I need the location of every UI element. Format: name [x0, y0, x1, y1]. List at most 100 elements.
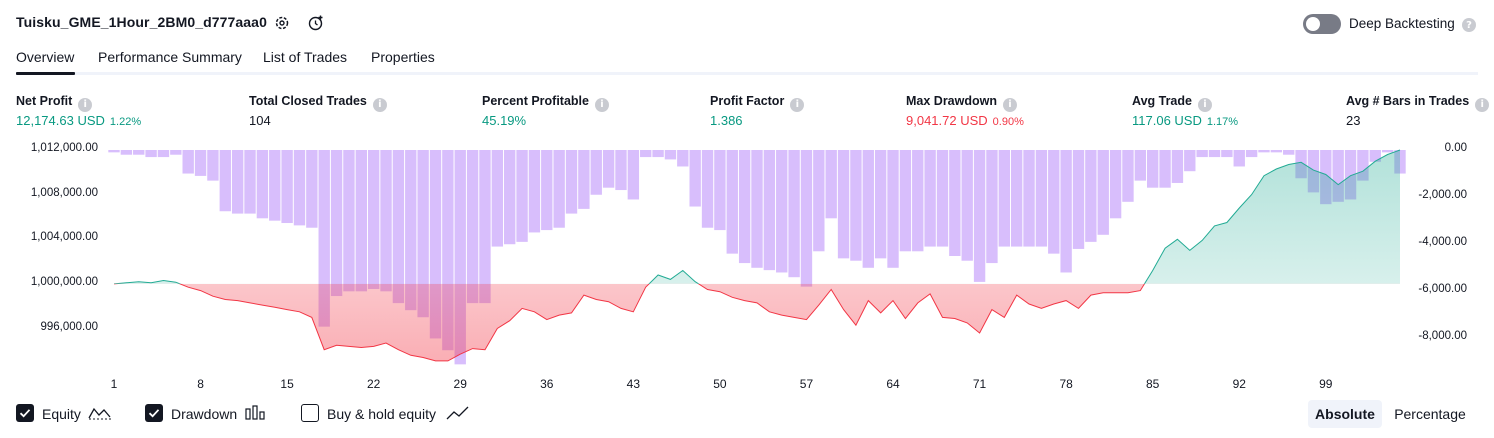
- drawdown-bar: [1221, 150, 1233, 158]
- drawdown-bar: [442, 150, 454, 351]
- drawdown-bar: [466, 150, 479, 304]
- drawdown-bar: [504, 150, 516, 245]
- info-icon[interactable]: i: [1003, 97, 1017, 112]
- info-icon[interactable]: i: [78, 97, 93, 112]
- drawdown-bar: [133, 150, 145, 155]
- drawdown-bar: [738, 150, 751, 264]
- drawdown-bar: [120, 150, 133, 155]
- drawdown-bar: [269, 150, 281, 221]
- settings-gear-icon[interactable]: [272, 13, 292, 33]
- drawdown-bar: [1184, 150, 1196, 172]
- x-axis-label: 15: [280, 377, 294, 391]
- metric-label: Avg # Bars in Trades i: [1346, 94, 1490, 112]
- drawdown-bar: [1109, 150, 1122, 219]
- drawdown-bar: [392, 150, 405, 304]
- drawdown-bar: [936, 150, 949, 247]
- drawdown-bar: [1332, 150, 1344, 202]
- drawdown-bar: [182, 150, 194, 174]
- metric-label: Max Drawdown i: [906, 94, 1017, 112]
- drawdown-bar: [553, 150, 565, 228]
- metric-label: Percent Profitable i: [482, 94, 609, 112]
- x-axis-label: 1: [110, 377, 118, 391]
- deep-backtesting-toggle[interactable]: [1303, 14, 1341, 34]
- left-axis-label: 1,000,000.00: [30, 275, 98, 288]
- drawdown-bar: [751, 150, 763, 268]
- drawdown-bar: [714, 150, 726, 231]
- check-icon: [19, 409, 31, 418]
- drawdown-bar: [219, 150, 231, 212]
- equity-checkbox[interactable]: [16, 404, 34, 422]
- drawdown-bar: [640, 150, 652, 158]
- drawdown-bar: [244, 150, 256, 214]
- drawdown-bar: [887, 150, 899, 268]
- drawdown-bar: [1035, 150, 1048, 247]
- drawdown-bar: [1270, 150, 1283, 153]
- info-icon[interactable]: i: [790, 97, 805, 112]
- metric-label: Total Closed Trades i: [249, 94, 387, 112]
- metric-label: Avg Trade i: [1132, 94, 1212, 112]
- deep-backtesting-label: Deep Backtesting: [1349, 16, 1455, 31]
- drawdown-bar: [788, 150, 800, 278]
- drawdown-bar: [1147, 150, 1159, 188]
- x-axis-label: 78: [1059, 377, 1073, 391]
- drawdown-bar: [1233, 150, 1245, 167]
- metric-value: 9,041.72 USD 0.90%: [906, 113, 1024, 128]
- help-icon[interactable]: ?: [1462, 18, 1476, 32]
- drawdown-bar: [677, 150, 689, 167]
- drawdown-bar: [231, 150, 244, 214]
- drawdown-bar: [924, 150, 936, 247]
- equity-line-loss: [113, 283, 1146, 362]
- drawdown-bar: [429, 150, 442, 339]
- x-axis-label: 29: [453, 377, 467, 391]
- x-axis-label: 43: [626, 377, 641, 391]
- x-axis-label: 50: [713, 377, 727, 391]
- info-icon[interactable]: i: [372, 97, 387, 112]
- drawdown-bar: [899, 150, 912, 252]
- drawdown-label: Drawdown: [171, 406, 238, 422]
- tabs-divider: [16, 72, 1478, 75]
- metric-label: Profit Factor i: [710, 94, 805, 112]
- drawdown-bar: [1357, 150, 1369, 181]
- drawdown-checkbox[interactable]: [145, 404, 163, 422]
- drawdown-bar: [454, 150, 466, 365]
- drawdown-bar: [491, 150, 504, 247]
- tab-overview[interactable]: Overview: [16, 49, 75, 65]
- right-axis-label: -6,000.00: [1418, 283, 1467, 296]
- drawdown-bar: [1245, 150, 1258, 158]
- left-axis-label: 996,000.00: [40, 320, 98, 333]
- x-axis-label: 99: [1319, 377, 1333, 391]
- x-axis-label: 92: [1232, 377, 1246, 391]
- left-axis-label: 1,012,000.00: [30, 142, 98, 154]
- drawdown-bar: [949, 150, 961, 256]
- equity-line-icon: [88, 407, 111, 420]
- drawdown-bar: [1023, 150, 1035, 247]
- drawdown-bar: [1381, 150, 1394, 153]
- drawdown-bar: [293, 150, 306, 226]
- drawdown-bar: [862, 150, 874, 268]
- tab-list-of-trades[interactable]: List of Trades: [263, 49, 348, 65]
- drawdown-bar: [813, 150, 825, 252]
- drawdown-bar: [355, 150, 367, 292]
- tab-performance-summary[interactable]: Performance Summary: [98, 49, 242, 65]
- info-icon[interactable]: i: [594, 97, 609, 112]
- add-alert-icon[interactable]: [306, 13, 326, 33]
- right-axis-label: -8,000.00: [1418, 330, 1467, 343]
- drawdown-bar: [961, 150, 973, 261]
- info-icon[interactable]: i: [1475, 97, 1490, 112]
- drawdown-bar: [1010, 150, 1023, 247]
- percentage-button[interactable]: Percentage: [1394, 406, 1466, 422]
- drawdown-bar: [973, 150, 986, 282]
- drawdown-bar: [565, 150, 578, 214]
- equity-drawdown-chart: [108, 149, 1406, 365]
- metric-percent: 1.22%: [109, 116, 142, 128]
- drawdown-bars-icon: [245, 405, 265, 420]
- drawdown-bar: [726, 150, 738, 254]
- drawdown-bar: [998, 150, 1010, 247]
- drawdown-bar: [1258, 150, 1270, 153]
- absolute-button[interactable]: Absolute: [1308, 400, 1382, 428]
- buy-hold-checkbox[interactable]: [301, 404, 319, 422]
- metric-value: 1.386: [710, 113, 743, 128]
- info-icon[interactable]: i: [1197, 97, 1212, 112]
- drawdown-bar: [689, 150, 701, 207]
- tab-properties[interactable]: Properties: [371, 49, 435, 65]
